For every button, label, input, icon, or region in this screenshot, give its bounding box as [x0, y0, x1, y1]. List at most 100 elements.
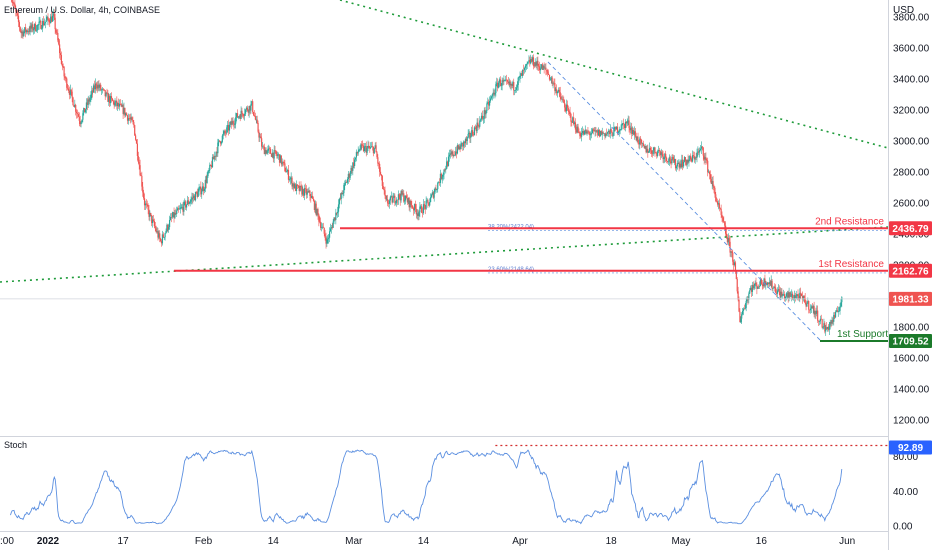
candle-body [438, 182, 441, 183]
candle-body [600, 130, 602, 135]
candle-body [515, 87, 518, 90]
candle-body [337, 211, 339, 214]
candle-body [761, 283, 763, 285]
candle-body [59, 44, 61, 54]
candle-body [491, 94, 493, 97]
candle-body [239, 116, 241, 119]
candle-body [455, 151, 457, 156]
candle-body [559, 92, 561, 97]
candle-body [156, 231, 158, 233]
candle-body [504, 80, 506, 81]
candle-body [723, 221, 725, 223]
candle-body [640, 139, 643, 144]
candle-body [344, 183, 346, 185]
ascending-trendline [0, 226, 889, 283]
candle-body [696, 152, 698, 158]
candle-body [407, 198, 409, 203]
candle-body [461, 142, 463, 144]
candle-body [576, 126, 578, 133]
candle-body [371, 146, 374, 147]
candle-body [62, 66, 64, 67]
price-axis[interactable]: 1200.001400.001600.001800.002000.002200.… [893, 13, 930, 427]
candle-body [715, 194, 717, 202]
price-tick-label: 3400.00 [893, 74, 930, 85]
candle-body [366, 147, 368, 153]
candle-body [750, 287, 752, 291]
candle-body [176, 210, 178, 214]
candle-body [409, 200, 411, 208]
candle-body [730, 251, 732, 253]
candle-body [135, 135, 137, 140]
candle-body [367, 145, 369, 148]
candle-body [536, 60, 538, 66]
candle-body [341, 192, 343, 195]
candle-body [573, 122, 576, 125]
stoch-tick-label: 80.00 [893, 452, 918, 463]
candle-body [346, 179, 349, 183]
price-pane[interactable] [0, 0, 888, 436]
candle-body [223, 131, 225, 134]
candle-body [419, 206, 421, 213]
candle-body [519, 75, 521, 78]
candle-body [623, 123, 625, 124]
candle-body [199, 186, 201, 189]
candle-body [123, 107, 125, 114]
candle-body [140, 175, 142, 176]
candle-body [708, 171, 711, 175]
candle-body [269, 149, 272, 154]
candle-body [241, 110, 243, 114]
stochastic-pane[interactable] [10, 444, 889, 525]
time-axis[interactable]: :00 2022 17 Feb 14 Mar 14 Apr 18 May 16 Jun [0, 536, 855, 547]
candle-body [80, 122, 82, 125]
candle-body [243, 115, 245, 117]
candle-body [531, 57, 534, 62]
candle-body [77, 114, 79, 117]
candle-body [472, 130, 474, 135]
candle-body [32, 24, 34, 31]
candle-body [720, 208, 722, 215]
candle-body [135, 139, 138, 144]
candle-body [509, 81, 511, 86]
candle-body [728, 238, 730, 242]
candle-body [674, 158, 676, 163]
candle-body [789, 292, 791, 297]
candle-body [399, 197, 401, 201]
candle-body [24, 27, 26, 32]
candle-body [463, 141, 466, 144]
drawing-overlays: 38.20%(2422.04)23.60%(2148.64)2nd Resist… [0, 0, 889, 342]
candle-body [577, 126, 579, 133]
candle-body [402, 193, 404, 195]
candle-body [173, 212, 175, 218]
candle-body [95, 83, 97, 87]
candle-body [606, 133, 608, 135]
price-tick-label: 2600.00 [893, 198, 930, 209]
candle-body [444, 169, 446, 171]
candle-body [370, 147, 372, 148]
candle-body [645, 146, 647, 153]
candle-body [808, 300, 810, 310]
candle-body [689, 156, 691, 160]
candle-body [550, 77, 552, 80]
candle-body [385, 195, 387, 200]
badge-stoch-value-text: 92.89 [898, 443, 923, 454]
candle-body [390, 196, 392, 197]
candle-body [131, 117, 133, 121]
candle-body [213, 156, 215, 160]
candle-body [182, 206, 184, 212]
candle-body [15, 7, 17, 12]
candle-body [741, 314, 743, 319]
candle-body [481, 115, 484, 119]
candle-body [200, 186, 202, 195]
candle-body [309, 190, 311, 196]
candle-body [345, 182, 348, 183]
candle-body [737, 291, 739, 300]
candle-body [59, 53, 62, 56]
candle-body [506, 80, 509, 82]
candle-body [330, 227, 332, 229]
candle-body [388, 200, 391, 204]
candle-body [702, 147, 704, 156]
candle-body [106, 92, 108, 94]
price-tick-label: 3200.00 [893, 105, 930, 116]
candle-body [732, 252, 734, 262]
